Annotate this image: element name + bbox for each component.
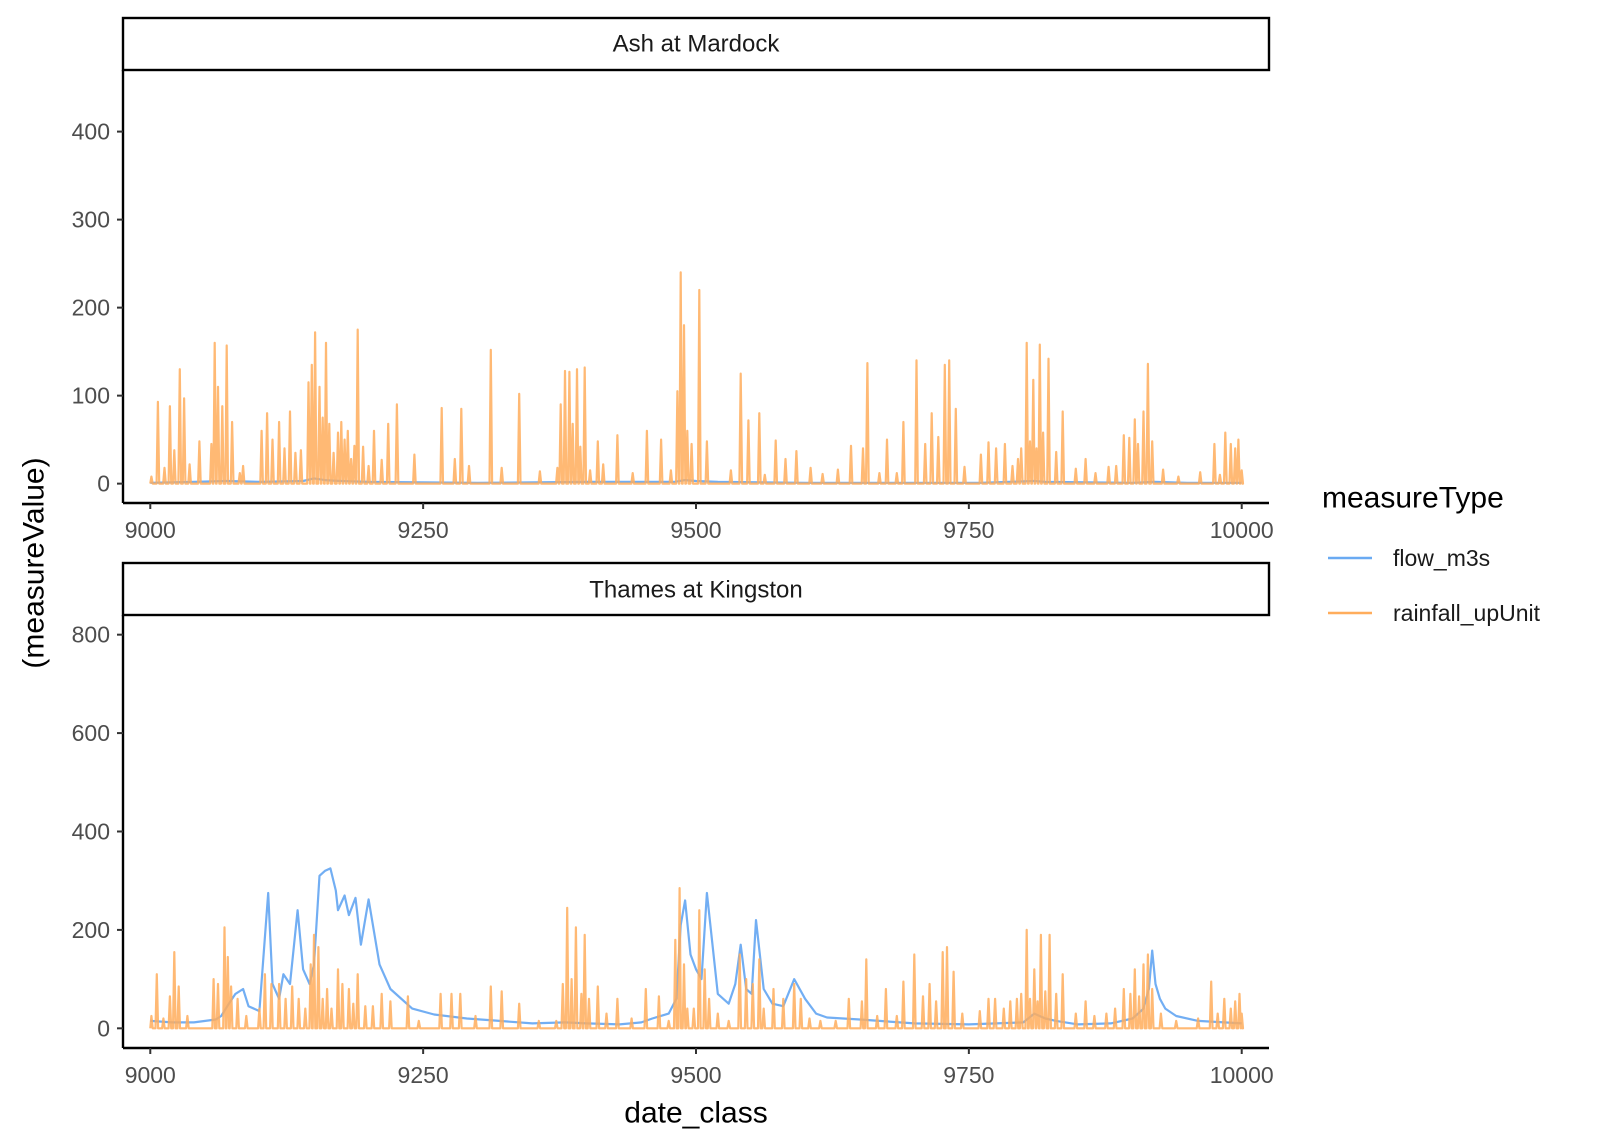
legend-entry-rainfall-upunit[interactable]: rainfall_upUnit bbox=[1328, 600, 1541, 626]
legend-label-rainfall-upunit: rainfall_upUnit bbox=[1393, 600, 1541, 626]
legend-entry-flow-m3s[interactable]: flow_m3s bbox=[1328, 545, 1490, 571]
x-tick-label: 9500 bbox=[670, 1062, 721, 1088]
x-tick-label: 10000 bbox=[1210, 1062, 1274, 1088]
y-ticks: 0 100 200 300 400 bbox=[72, 119, 123, 497]
y-tick-label: 200 bbox=[72, 917, 110, 943]
x-ticks: 9000 9250 9500 9750 10000 bbox=[125, 503, 1274, 543]
x-tick-label: 9750 bbox=[943, 517, 994, 543]
series-layer bbox=[149, 867, 1245, 1030]
y-axis-title: (measureValue) bbox=[18, 457, 51, 668]
x-tick-label: 9000 bbox=[125, 1062, 176, 1088]
series-line-rainfall-upunit bbox=[149, 887, 1245, 1030]
series-layer bbox=[149, 271, 1245, 485]
x-tick-label: 9000 bbox=[125, 517, 176, 543]
facet-panel-thames-at-kingston: Thames at Kingston 0 200 400 600 800 9000 925… bbox=[72, 561, 1274, 1088]
x-tick-label: 9250 bbox=[398, 517, 449, 543]
y-tick-label: 300 bbox=[72, 207, 110, 233]
y-tick-label: 400 bbox=[72, 119, 110, 145]
facet-panel-ash-at-mardock: Ash at Mardock 0 100 200 300 400 9000 9250 950… bbox=[72, 16, 1274, 543]
y-tick-label: 0 bbox=[97, 471, 110, 497]
y-tick-label: 0 bbox=[97, 1015, 110, 1041]
facet-strip-label: Ash at Mardock bbox=[613, 31, 781, 58]
series-line-rainfall-upunit bbox=[149, 271, 1245, 485]
x-tick-label: 9500 bbox=[670, 517, 721, 543]
y-ticks: 0 200 400 600 800 bbox=[72, 622, 123, 1041]
legend-label-flow-m3s: flow_m3s bbox=[1393, 545, 1490, 571]
y-tick-label: 400 bbox=[72, 819, 110, 845]
facet-strip-box bbox=[121, 16, 1271, 72]
x-axis-title: date_class bbox=[624, 1097, 767, 1130]
facet-strip-box bbox=[121, 561, 1271, 617]
legend: measureType flow_m3s rainfall_upUnit bbox=[1322, 482, 1541, 627]
y-tick-label: 100 bbox=[72, 383, 110, 409]
y-tick-label: 800 bbox=[72, 622, 110, 648]
y-tick-label: 600 bbox=[72, 720, 110, 746]
x-tick-label: 9250 bbox=[398, 1062, 449, 1088]
legend-title: measureType bbox=[1322, 482, 1504, 515]
x-tick-label: 9750 bbox=[943, 1062, 994, 1088]
x-tick-label: 10000 bbox=[1210, 517, 1274, 543]
facet-strip-label: Thames at Kingston bbox=[589, 577, 802, 604]
y-tick-label: 200 bbox=[72, 295, 110, 321]
x-ticks: 9000 9250 9500 9750 10000 bbox=[125, 1048, 1274, 1088]
